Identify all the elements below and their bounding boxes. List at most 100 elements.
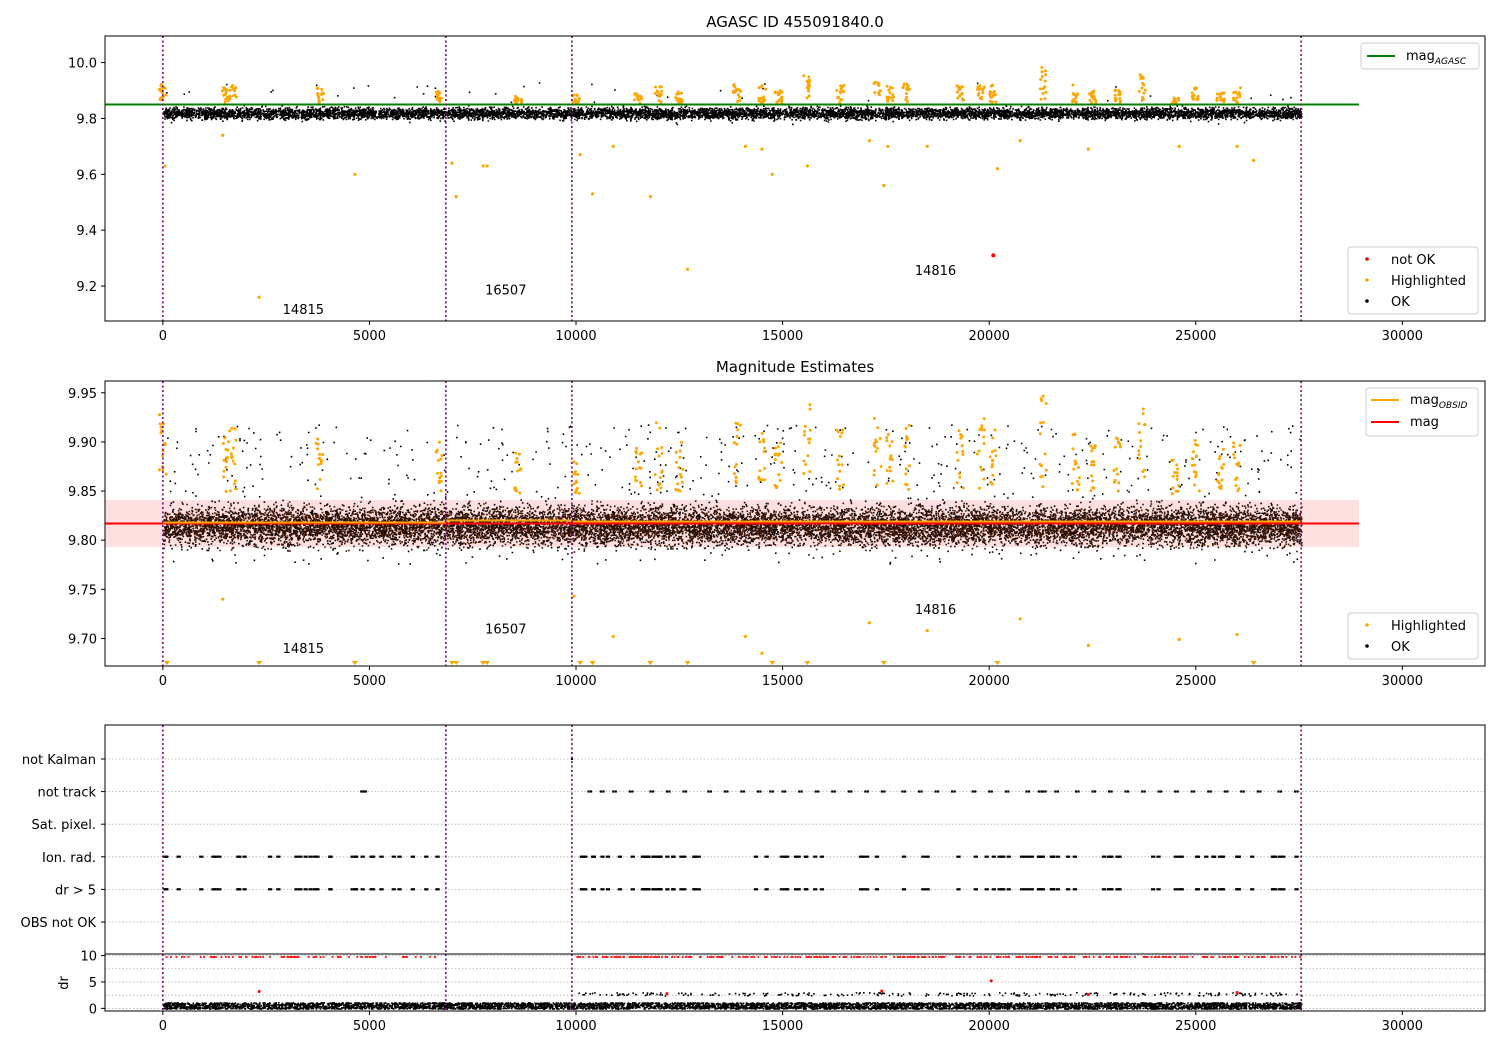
- flag-point: [934, 790, 937, 793]
- highlighted-point: [436, 98, 440, 102]
- flag-point: [795, 888, 799, 891]
- flag-point: [360, 888, 363, 891]
- highlighted-point: [1215, 92, 1219, 96]
- flag-point: [847, 790, 850, 793]
- highlighted-point: [1041, 420, 1045, 424]
- highlighted-point: [885, 481, 889, 485]
- flag-point: [793, 888, 797, 891]
- flag-point: [645, 855, 648, 858]
- highlighted-point: [164, 472, 168, 476]
- highlighted-point: [224, 456, 228, 460]
- highlighted-point: [316, 442, 320, 446]
- flag-point: [993, 888, 996, 891]
- highlighted-point: [658, 95, 662, 99]
- highlighted-point: [1235, 96, 1239, 100]
- y-tick-label: 10.0: [68, 57, 97, 72]
- dr-point-cloud: [162, 992, 1303, 1010]
- flag-point: [785, 855, 788, 858]
- flag-point: [1193, 790, 1196, 793]
- flag-point: [673, 855, 676, 858]
- highlighted-point: [1140, 86, 1144, 90]
- highlighted-point: [738, 423, 742, 427]
- flag-point: [296, 888, 299, 891]
- highlighted-point: [990, 465, 994, 469]
- out-of-range-marker: [647, 661, 654, 665]
- highlighted-point: [1216, 479, 1220, 483]
- highlighted-point: [807, 94, 811, 98]
- highlighted-point: [1044, 90, 1048, 94]
- highlighted-point: [732, 83, 736, 87]
- highlighted-point: [905, 92, 909, 96]
- flag-point: [278, 888, 281, 891]
- highlighted-point: [733, 465, 737, 469]
- flag-point: [360, 855, 363, 858]
- highlighted-point: [888, 444, 892, 448]
- flag-point: [591, 855, 594, 858]
- highlighted-point: [1237, 461, 1241, 465]
- flag-point: [1156, 888, 1159, 891]
- flag-point: [692, 888, 695, 891]
- flag-point: [1222, 855, 1225, 858]
- highlighted-point: [738, 98, 742, 102]
- highlighted-point: [907, 423, 911, 427]
- highlighted-point: [437, 440, 441, 444]
- highlighted-point: [736, 422, 740, 426]
- flag-point: [397, 888, 400, 891]
- highlighted-point: [838, 469, 842, 473]
- highlighted-point: [807, 89, 811, 93]
- flag-point: [1003, 888, 1006, 891]
- highlighted-point: [228, 94, 232, 98]
- highlighted-point: [760, 147, 764, 151]
- flag-point: [632, 888, 635, 891]
- highlighted-point: [228, 489, 232, 493]
- flag-point: [999, 855, 1002, 858]
- flag-point: [1283, 888, 1286, 891]
- flag-point: [643, 855, 646, 858]
- flag-point: [317, 855, 320, 858]
- flag-point: [682, 855, 685, 858]
- out-of-range-marker: [994, 661, 1001, 665]
- flag-point: [379, 855, 382, 858]
- highlighted-point: [1113, 445, 1117, 449]
- highlighted-point: [234, 95, 238, 99]
- highlighted-point: [988, 99, 992, 103]
- highlighted-point: [955, 84, 959, 88]
- highlighted-point: [925, 144, 929, 148]
- flag-point: [410, 888, 413, 891]
- flag-point: [956, 855, 959, 858]
- flag-point: [867, 888, 870, 891]
- flag-point: [975, 888, 978, 891]
- flag-point: [1110, 790, 1113, 793]
- flag-point: [399, 888, 402, 891]
- flag-point: [370, 888, 374, 891]
- flag-point: [1006, 888, 1009, 891]
- highlighted-point: [318, 478, 322, 482]
- highlighted-point: [806, 454, 810, 458]
- highlighted-point: [1043, 79, 1047, 83]
- flag-point: [779, 855, 782, 858]
- flag-point: [1236, 888, 1239, 891]
- flag-point: [817, 790, 820, 793]
- highlighted-point: [876, 426, 880, 430]
- flag-point: [726, 790, 729, 793]
- flag-point: [244, 855, 247, 858]
- highlighted-point: [1219, 484, 1223, 488]
- x-tick-label: 0: [159, 674, 167, 689]
- panel1-not-ok-points: [991, 253, 996, 258]
- highlighted-point: [982, 435, 986, 439]
- highlighted-point: [1086, 147, 1090, 151]
- highlighted-point: [575, 94, 579, 98]
- panel2-legend-lower: Highlighted OK: [1347, 612, 1479, 660]
- panel3-obsid-boundaries: [162, 725, 1302, 954]
- highlighted-point: [1093, 97, 1097, 101]
- flag-point: [671, 855, 674, 858]
- highlighted-point: [1075, 488, 1079, 492]
- panel1-x-axis: 0 5000 10000 15000 20000 25000 30000: [159, 321, 1423, 344]
- highlighted-point: [735, 462, 739, 466]
- flag-point: [783, 855, 786, 858]
- flag-point: [958, 888, 961, 891]
- highlighted-point: [1177, 484, 1181, 488]
- flag-point: [755, 888, 759, 891]
- highlighted-point: [1139, 439, 1143, 443]
- y-tick-label: 0: [89, 1002, 97, 1017]
